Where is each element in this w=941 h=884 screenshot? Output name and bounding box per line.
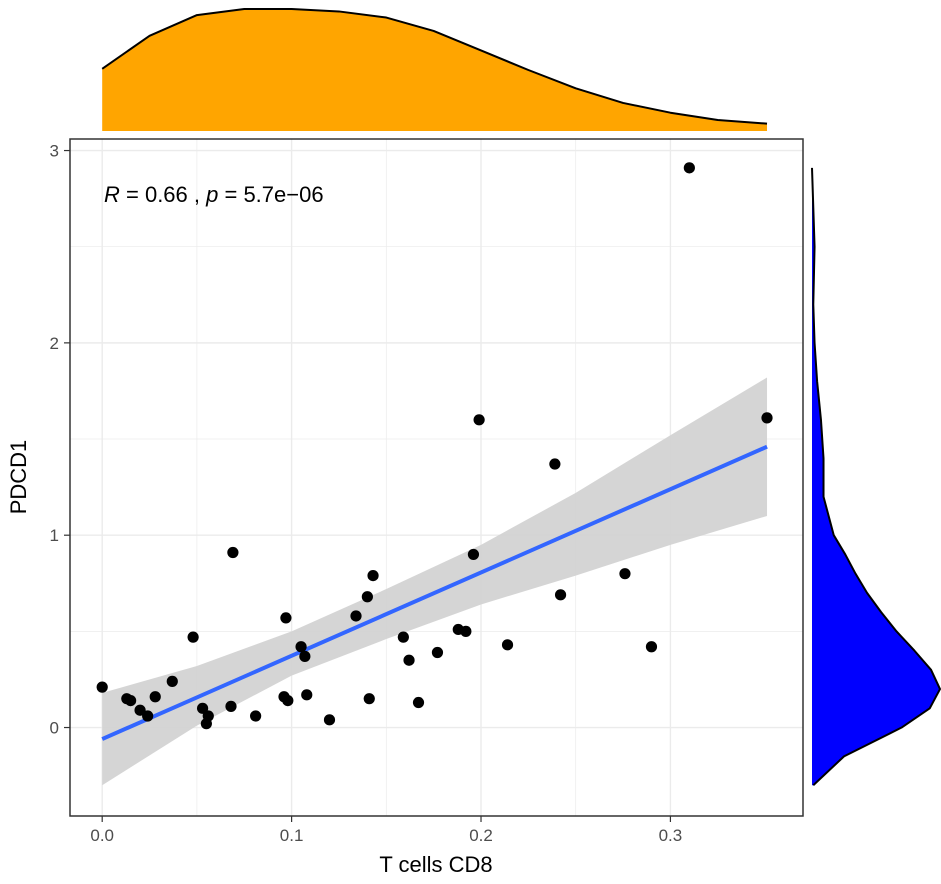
- data-point: [125, 695, 137, 707]
- p-value: = 5.7e−06: [218, 182, 323, 207]
- x-axis-title: T cells CD8: [379, 852, 492, 877]
- p-symbol: p: [205, 182, 218, 207]
- x-tick-label: 0.2: [469, 826, 493, 845]
- y-axis-ticks: 0 1 2 3: [50, 142, 70, 738]
- data-point: [549, 458, 561, 470]
- data-point: [473, 414, 485, 426]
- data-point: [299, 650, 311, 662]
- data-point: [149, 691, 161, 703]
- x-tick-label: 0.0: [90, 826, 114, 845]
- marginal-y-density: [811, 167, 941, 786]
- data-point: [202, 710, 214, 722]
- marginal-y-curve: [811, 167, 941, 786]
- data-point: [134, 704, 146, 716]
- confidence-band-area: [102, 377, 768, 786]
- data-point: [554, 589, 567, 601]
- data-point: [397, 631, 409, 643]
- data-point: [142, 710, 154, 722]
- y-tick-label: 1: [50, 526, 59, 545]
- data-point: [323, 714, 336, 726]
- marginal-x-curve: [101, 8, 768, 125]
- data-point: [295, 641, 307, 653]
- marginal-x-area: [102, 9, 768, 131]
- regression-fit-line: [101, 444, 768, 741]
- r-value: = 0.66 ,: [120, 182, 206, 207]
- data-point: [363, 693, 375, 705]
- regression-line: [101, 444, 768, 741]
- x-tick-label: 0.3: [659, 826, 683, 845]
- panel-border: [69, 138, 804, 817]
- confidence-band: [102, 377, 768, 786]
- data-point: [460, 625, 472, 637]
- correlation-annotation: R = 0.66 , p = 5.7e−06: [104, 182, 324, 207]
- data-point: [683, 162, 695, 174]
- data-point: [227, 546, 239, 559]
- data-point: [301, 689, 313, 701]
- data-point: [412, 696, 425, 709]
- r-symbol: R: [104, 182, 120, 207]
- data-point: [431, 646, 444, 659]
- data-point: [282, 695, 294, 707]
- data-point: [501, 639, 514, 651]
- data-point: [187, 631, 199, 643]
- data-point: [250, 710, 262, 722]
- y-tick-label: 0: [50, 719, 59, 738]
- data-point: [280, 612, 292, 624]
- data-point: [761, 412, 773, 424]
- data-points: [96, 162, 773, 730]
- marginal-y-area: [812, 167, 940, 786]
- data-point: [403, 654, 415, 666]
- x-tick-label: 0.1: [280, 826, 304, 845]
- x-axis-ticks: 0.0 0.1 0.2 0.3: [90, 816, 682, 845]
- data-point: [619, 568, 631, 580]
- data-point: [645, 641, 658, 653]
- data-point: [196, 702, 209, 714]
- y-axis-title: PDCD1: [6, 440, 31, 515]
- y-tick-label: 3: [50, 142, 59, 161]
- data-point: [367, 569, 379, 582]
- data-point: [225, 700, 237, 712]
- data-point: [467, 548, 480, 561]
- marginal-x-density: [101, 8, 768, 131]
- y-tick-label: 2: [50, 334, 59, 353]
- data-point: [361, 591, 373, 603]
- plot-panel: [69, 138, 804, 817]
- data-point: [166, 675, 178, 687]
- data-point: [350, 610, 362, 622]
- data-point: [96, 681, 108, 693]
